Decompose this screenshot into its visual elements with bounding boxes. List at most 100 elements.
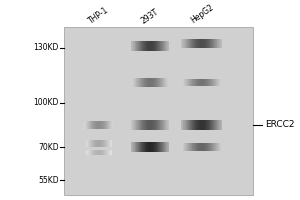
Bar bbox=[205, 79, 206, 86]
Text: 130KD: 130KD bbox=[33, 43, 59, 52]
Bar bbox=[195, 79, 196, 86]
Bar bbox=[202, 39, 203, 48]
Bar bbox=[98, 140, 99, 147]
Bar bbox=[210, 120, 211, 130]
Bar bbox=[149, 41, 150, 51]
Bar bbox=[141, 142, 142, 152]
Bar bbox=[112, 121, 113, 129]
Bar bbox=[189, 143, 190, 151]
Bar bbox=[139, 120, 140, 130]
Bar bbox=[111, 150, 112, 155]
Bar bbox=[140, 120, 141, 130]
Bar bbox=[98, 150, 99, 155]
Bar bbox=[102, 121, 103, 129]
Bar bbox=[107, 121, 108, 129]
Bar bbox=[207, 79, 208, 86]
Bar bbox=[200, 120, 201, 130]
Bar bbox=[90, 140, 91, 147]
Bar bbox=[162, 120, 163, 130]
Bar bbox=[216, 79, 217, 86]
Bar bbox=[216, 39, 217, 48]
Bar bbox=[138, 78, 139, 87]
Bar bbox=[188, 79, 189, 86]
Bar bbox=[188, 143, 189, 151]
Bar bbox=[135, 142, 136, 152]
Bar bbox=[160, 41, 161, 51]
Bar bbox=[98, 121, 99, 129]
Bar bbox=[213, 39, 214, 48]
Bar bbox=[104, 121, 105, 129]
Bar bbox=[212, 120, 213, 130]
Bar bbox=[133, 120, 134, 130]
Bar bbox=[196, 120, 197, 130]
Bar bbox=[149, 142, 150, 152]
Bar bbox=[156, 41, 157, 51]
Bar bbox=[94, 121, 95, 129]
Bar bbox=[139, 41, 140, 51]
Bar bbox=[85, 121, 86, 129]
Bar bbox=[157, 41, 158, 51]
Bar bbox=[99, 121, 100, 129]
Bar bbox=[91, 140, 92, 147]
Bar bbox=[160, 142, 161, 152]
Bar bbox=[165, 120, 166, 130]
Bar bbox=[197, 120, 198, 130]
Bar bbox=[219, 143, 220, 151]
Bar bbox=[203, 79, 204, 86]
Bar bbox=[166, 41, 167, 51]
Bar bbox=[153, 41, 154, 51]
Bar bbox=[146, 142, 147, 152]
Bar bbox=[145, 41, 146, 51]
Bar bbox=[134, 142, 135, 152]
Bar bbox=[162, 41, 163, 51]
Bar bbox=[219, 120, 220, 130]
Bar bbox=[182, 39, 183, 48]
Bar bbox=[158, 120, 159, 130]
Bar bbox=[220, 39, 221, 48]
Bar bbox=[89, 121, 90, 129]
Bar bbox=[107, 140, 108, 147]
Bar bbox=[218, 143, 219, 151]
Bar bbox=[209, 39, 210, 48]
Bar bbox=[213, 79, 214, 86]
Bar bbox=[191, 39, 192, 48]
Bar bbox=[86, 121, 87, 129]
Bar bbox=[140, 41, 141, 51]
Bar bbox=[84, 121, 85, 129]
Bar bbox=[105, 150, 106, 155]
Bar bbox=[197, 79, 198, 86]
Bar bbox=[96, 121, 97, 129]
Bar bbox=[218, 120, 219, 130]
Bar bbox=[215, 120, 216, 130]
Bar bbox=[145, 142, 146, 152]
Bar bbox=[184, 120, 185, 130]
Bar bbox=[96, 150, 97, 155]
Bar bbox=[183, 79, 184, 86]
Bar bbox=[186, 39, 187, 48]
Bar bbox=[141, 120, 142, 130]
Bar bbox=[143, 41, 144, 51]
Bar bbox=[97, 140, 98, 147]
Bar bbox=[193, 39, 194, 48]
Bar bbox=[193, 79, 194, 86]
Bar bbox=[197, 39, 198, 48]
Bar bbox=[217, 120, 218, 130]
Bar bbox=[104, 150, 105, 155]
Bar bbox=[214, 143, 215, 151]
Bar bbox=[161, 120, 162, 130]
Bar bbox=[220, 143, 221, 151]
Bar bbox=[101, 140, 102, 147]
Bar bbox=[138, 120, 139, 130]
Bar bbox=[106, 140, 107, 147]
Bar bbox=[142, 41, 143, 51]
Bar bbox=[187, 143, 188, 151]
Bar bbox=[190, 39, 191, 48]
Bar bbox=[86, 150, 87, 155]
Bar bbox=[164, 41, 165, 51]
Bar bbox=[90, 150, 91, 155]
Bar bbox=[217, 39, 218, 48]
Bar bbox=[110, 150, 111, 155]
Text: 55KD: 55KD bbox=[38, 176, 59, 185]
Bar bbox=[135, 120, 136, 130]
Bar bbox=[216, 143, 217, 151]
